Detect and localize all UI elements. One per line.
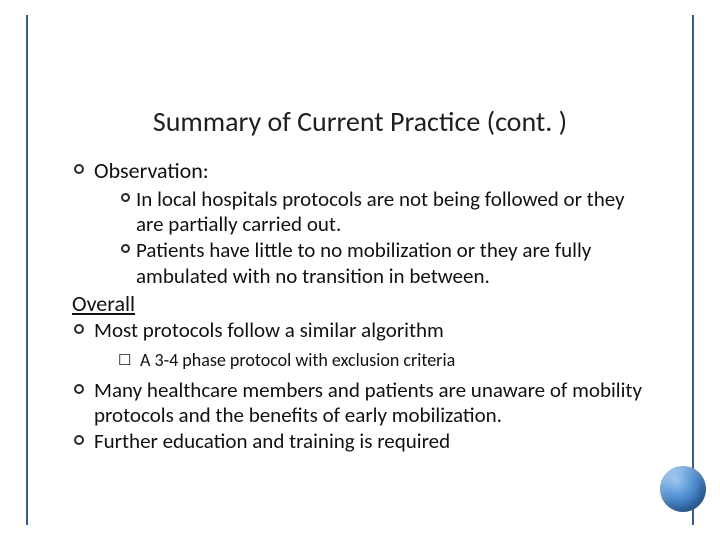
left-vertical-rule [26, 15, 28, 525]
observation-item-text: Patients have little to no mobilization … [136, 238, 648, 289]
right-vertical-rule [692, 15, 694, 525]
bullet-overall-point: Most protocols follow a similar algorith… [72, 318, 648, 344]
bullet-observation-item: Patients have little to no mobilization … [118, 238, 648, 289]
ring-bullet-icon [72, 318, 86, 344]
ring-bullet-icon [72, 429, 86, 455]
bullet-overall-point: Many healthcare members and patients are… [72, 378, 648, 429]
slide: Summary of Current Practice (cont. ) Obs… [0, 0, 720, 540]
overall-point-text: Most protocols follow a similar algorith… [94, 318, 648, 344]
overall-subpoint-text: A 3-4 phase protocol with exclusion crit… [140, 350, 648, 372]
ring-bullet-icon [118, 238, 132, 289]
ring-bullet-icon [72, 378, 86, 429]
decorative-sphere-icon [660, 466, 706, 512]
overall-point-text: Further education and training is requir… [94, 429, 648, 455]
bullet-observation-item: In local hospitals protocols are not bei… [118, 187, 648, 238]
ring-bullet-icon [118, 187, 132, 238]
slide-body: Observation: In local hospitals protocol… [72, 158, 648, 454]
square-bullet-icon: ☐ [118, 350, 132, 372]
ring-bullet-icon [72, 158, 86, 185]
observation-item-text: In local hospitals protocols are not bei… [136, 187, 648, 238]
bullet-overall-subpoint: ☐ A 3-4 phase protocol with exclusion cr… [118, 350, 648, 372]
overall-heading: Overall [72, 291, 648, 318]
bullet-observation: Observation: [72, 158, 648, 185]
observation-label: Observation: [94, 158, 648, 185]
bullet-overall-point: Further education and training is requir… [72, 429, 648, 455]
slide-title: Summary of Current Practice (cont. ) [0, 104, 720, 139]
overall-point-text: Many healthcare members and patients are… [94, 378, 648, 429]
